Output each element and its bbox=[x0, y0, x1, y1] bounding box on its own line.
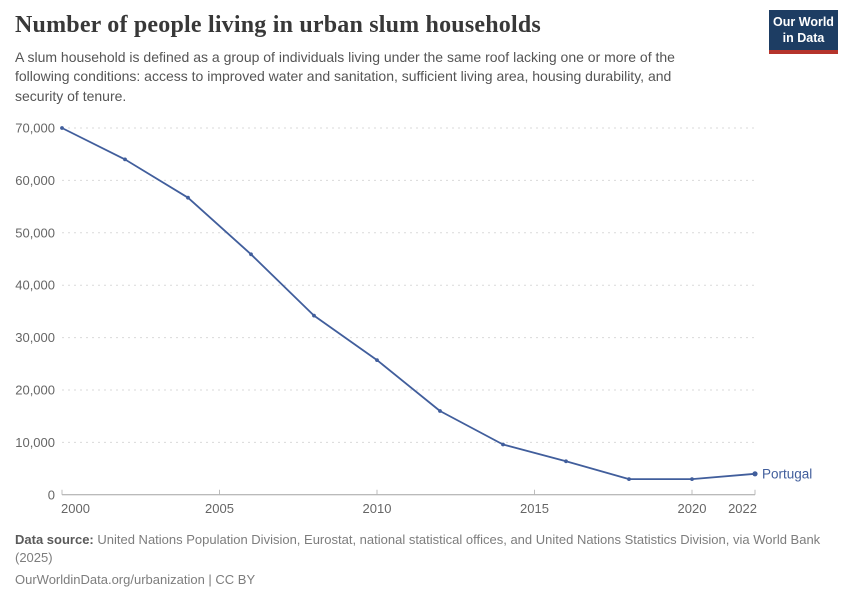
page-title: Number of people living in urban slum ho… bbox=[15, 12, 541, 38]
data-point[interactable] bbox=[501, 442, 505, 447]
chart-footer: Data source: United Nations Population D… bbox=[15, 531, 835, 589]
data-point[interactable] bbox=[627, 477, 631, 481]
data-point[interactable] bbox=[186, 195, 190, 200]
x-axis-tick-label: 2010 bbox=[363, 501, 392, 516]
data-point[interactable] bbox=[123, 157, 127, 162]
chart-plot-area[interactable]: 0 10,000 20,000 30,000 40,000 50,000 60,000 70,… bbox=[0, 110, 850, 520]
chart-subtitle: A slum household is defined as a group o… bbox=[15, 49, 675, 104]
chart-header: Number of people living in urban slum ho… bbox=[15, 12, 721, 106]
data-point[interactable] bbox=[375, 358, 379, 362]
attribution-link[interactable]: OurWorldinData.org/urbanization | CC BY bbox=[15, 572, 256, 588]
y-axis-tick-label: 40,000 bbox=[15, 278, 55, 293]
data-source-label: Data source: bbox=[15, 532, 94, 547]
x-axis-tick-label: 2005 bbox=[205, 501, 234, 516]
data-point[interactable] bbox=[312, 313, 316, 318]
data-point[interactable] bbox=[752, 471, 758, 477]
y-axis-tick-label: 10,000 bbox=[15, 435, 55, 450]
owid-logo-line2: in Data bbox=[782, 30, 825, 45]
x-axis-tick-label: 2022 bbox=[728, 501, 757, 516]
data-point[interactable] bbox=[564, 459, 568, 464]
owid-logo-line1: Our World bbox=[773, 15, 834, 29]
data-point[interactable] bbox=[249, 252, 253, 257]
data-point[interactable] bbox=[438, 409, 442, 413]
data-source-text: United Nations Population Division, Euro… bbox=[15, 532, 821, 565]
chart-svg[interactable]: 0 10,000 20,000 30,000 40,000 50,000 60,000 70,… bbox=[0, 110, 850, 520]
x-axis-tick-label: 2015 bbox=[520, 501, 549, 516]
data-source-line: Data source: United Nations Population D… bbox=[15, 531, 831, 566]
y-axis-tick-label: 0 bbox=[48, 487, 55, 502]
x-axis-tick-label: 2020 bbox=[678, 501, 707, 516]
owid-logo[interactable]: Our World in Data bbox=[769, 10, 838, 55]
series-line[interactable] bbox=[61, 127, 756, 480]
y-axis-tick-label: 20,000 bbox=[15, 383, 55, 398]
data-point[interactable] bbox=[690, 477, 694, 481]
y-axis-tick-label: 50,000 bbox=[15, 225, 55, 240]
x-axis-tick-label: 2000 bbox=[61, 501, 90, 516]
series-end-label: Portugal bbox=[762, 466, 812, 481]
y-axis-tick-label: 30,000 bbox=[15, 330, 55, 345]
y-axis-tick-label: 70,000 bbox=[15, 121, 55, 136]
data-point[interactable] bbox=[60, 126, 64, 130]
y-axis-tick-label: 60,000 bbox=[15, 173, 55, 188]
